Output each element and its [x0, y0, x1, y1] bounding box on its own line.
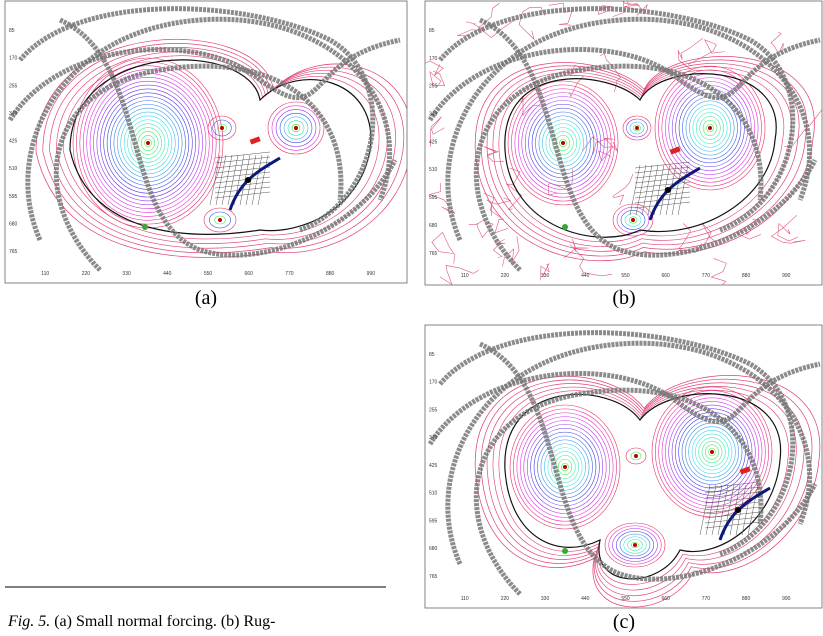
- panel-label: (c): [613, 611, 635, 633]
- panel: [5, 1, 412, 283]
- panel: [425, 325, 822, 608]
- x-tick-label: 770: [285, 271, 294, 277]
- y-tick-label: 85: [429, 28, 435, 34]
- x-tick-label: 440: [581, 596, 590, 602]
- y-tick-label: 340: [429, 112, 438, 118]
- x-tick-label: 220: [82, 271, 91, 277]
- minimum: [708, 126, 712, 130]
- y-tick-label: 85: [429, 352, 435, 358]
- y-tick-label: 510: [429, 167, 438, 173]
- agent: [735, 507, 741, 513]
- minimum: [710, 450, 714, 454]
- minimum: [563, 465, 567, 469]
- x-tick-label: 220: [501, 273, 510, 279]
- x-tick-label: 660: [662, 596, 671, 602]
- minimum: [146, 141, 150, 145]
- y-tick-label: 85: [9, 28, 15, 34]
- x-tick-label: 880: [742, 273, 751, 279]
- caption-text: (a) Small normal forcing. (b) Rug-: [54, 613, 275, 630]
- panel-label: (a): [195, 287, 217, 309]
- y-tick-label: 595: [429, 195, 438, 201]
- panel-label: (b): [612, 287, 635, 309]
- x-tick-label: 330: [122, 271, 131, 277]
- minimum: [633, 543, 637, 547]
- y-tick-label: 340: [429, 435, 438, 441]
- minimum: [634, 454, 638, 458]
- x-tick-label: 990: [367, 271, 376, 277]
- y-tick-label: 510: [9, 166, 18, 172]
- y-tick-label: 255: [9, 83, 18, 89]
- y-tick-label: 170: [9, 56, 18, 62]
- agent: [245, 177, 251, 183]
- panel: [408, 0, 823, 299]
- x-tick-label: 550: [204, 271, 213, 277]
- x-tick-label: 330: [541, 273, 550, 279]
- x-tick-label: 660: [245, 271, 254, 277]
- x-tick-label: 990: [782, 596, 791, 602]
- x-tick-label: 110: [461, 596, 469, 602]
- x-tick-label: 880: [326, 271, 335, 277]
- minimum: [218, 218, 222, 222]
- minimum: [561, 141, 565, 145]
- y-tick-label: 425: [429, 463, 438, 469]
- x-tick-label: 770: [702, 273, 711, 279]
- x-tick-label: 110: [41, 271, 49, 277]
- x-tick-label: 220: [501, 596, 510, 602]
- minimum: [294, 126, 298, 130]
- x-tick-label: 770: [702, 596, 711, 602]
- caption: Fig. 5. (a) Small normal forcing. (b) Ru…: [7, 613, 276, 630]
- x-tick-label: 550: [621, 596, 630, 602]
- y-tick-label: 425: [429, 139, 438, 145]
- x-tick-label: 880: [742, 596, 751, 602]
- y-tick-label: 680: [9, 221, 18, 227]
- y-tick-label: 510: [429, 491, 438, 497]
- x-tick-label: 440: [163, 271, 172, 277]
- plot-background: [425, 1, 822, 285]
- y-tick-label: 680: [429, 546, 438, 552]
- x-tick-label: 660: [662, 273, 671, 279]
- y-tick-label: 425: [9, 139, 18, 145]
- y-tick-label: 680: [429, 223, 438, 229]
- y-tick-label: 255: [429, 407, 438, 413]
- y-tick-label: 340: [9, 111, 18, 117]
- y-tick-label: 595: [429, 518, 438, 524]
- x-tick-label: 990: [782, 273, 791, 279]
- y-tick-label: 765: [9, 249, 18, 255]
- x-tick-label: 440: [581, 273, 590, 279]
- y-tick-label: 170: [429, 56, 438, 62]
- minimum: [220, 126, 224, 130]
- minimum: [631, 218, 635, 222]
- y-tick-label: 170: [429, 380, 438, 386]
- x-tick-label: 550: [621, 273, 630, 279]
- y-tick-label: 255: [429, 84, 438, 90]
- caption-label: Fig. 5.: [7, 613, 50, 630]
- y-tick-label: 765: [429, 251, 438, 257]
- agent: [665, 187, 671, 193]
- marker-green: [562, 224, 568, 230]
- marker-green: [142, 224, 148, 230]
- minimum: [635, 126, 639, 130]
- y-tick-label: 595: [9, 194, 18, 200]
- x-tick-label: 110: [461, 273, 469, 279]
- marker-green: [562, 548, 568, 554]
- y-tick-label: 765: [429, 574, 438, 580]
- x-tick-label: 330: [541, 596, 550, 602]
